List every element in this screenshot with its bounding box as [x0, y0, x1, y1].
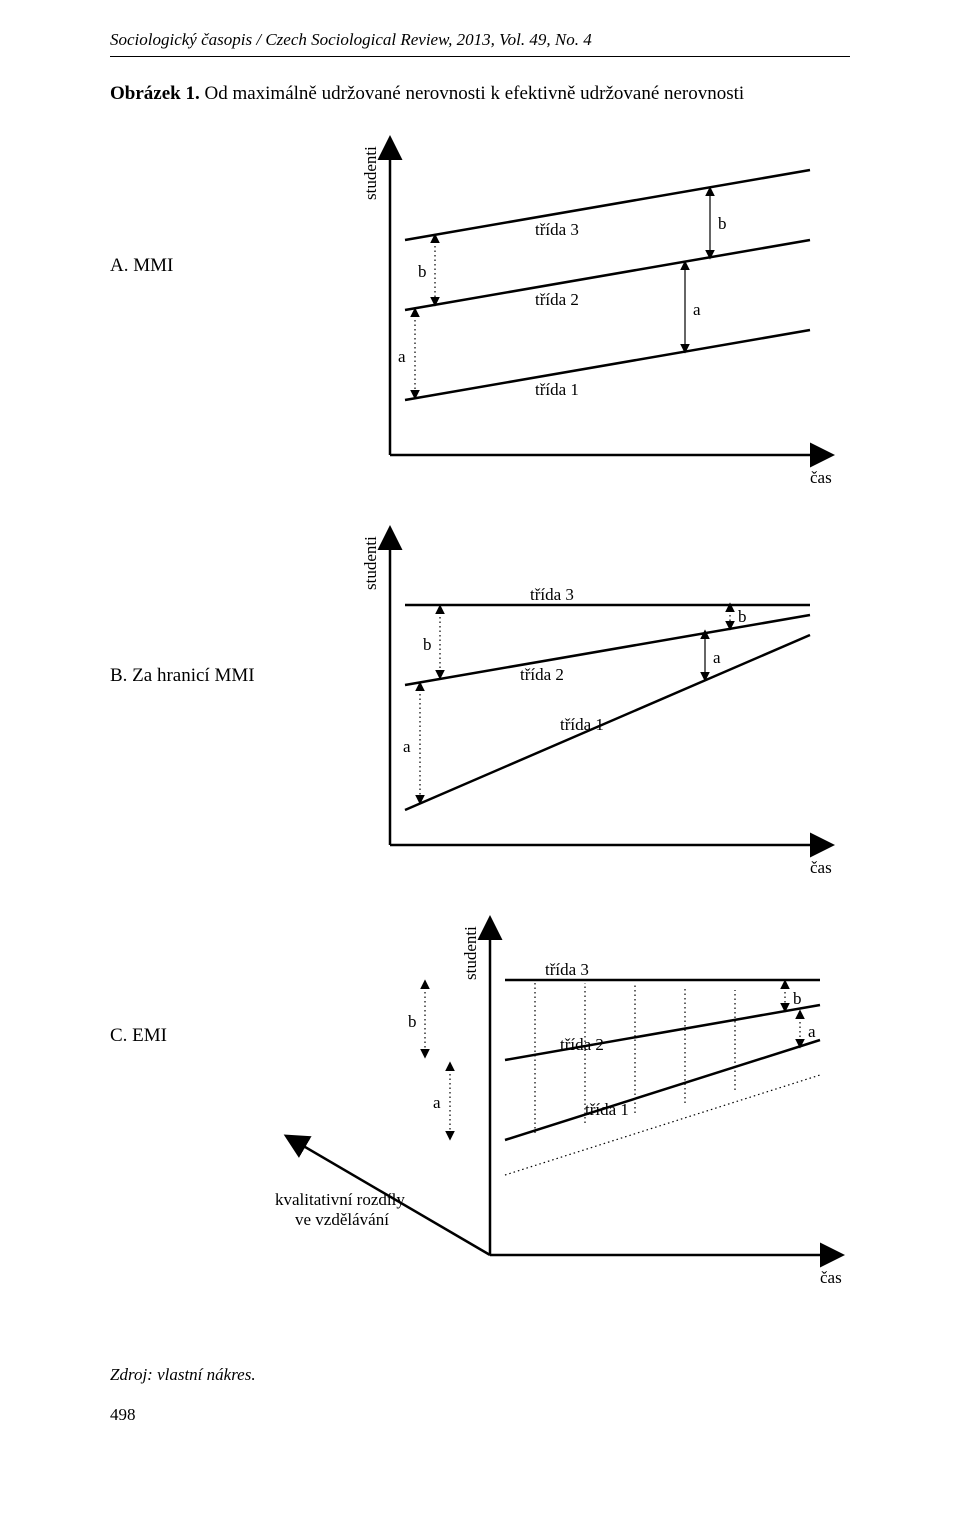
- panel-a-xlabel: čas: [810, 468, 832, 487]
- panel-b-label: B. Za hranicí MMI: [110, 665, 255, 687]
- panel-b-class1: třída 1: [560, 715, 604, 734]
- panel-b-class3: třída 3: [530, 585, 574, 604]
- panel-a-class1: třída 1: [535, 380, 579, 399]
- panel-a-chart: studenti čas třída 3 třída 2 třída 1 b a…: [340, 125, 860, 515]
- panel-c-class2: třída 2: [560, 1035, 604, 1054]
- panel-c-z-label-1: kvalitativní rozdíly: [275, 1190, 405, 1209]
- panel-b-a-left: a: [403, 737, 411, 756]
- journal-header: Sociologický časopis / Czech Sociologica…: [110, 30, 850, 50]
- figure-prefix: Obrázek 1.: [110, 83, 200, 104]
- panel-b-b-left: b: [423, 635, 432, 654]
- panel-a-a-right: a: [693, 300, 701, 319]
- figure-title: Obrázek 1. Od maximálně udržované nerovn…: [110, 83, 850, 105]
- panel-b-class2: třída 2: [520, 665, 564, 684]
- panel-c-class3: třída 3: [545, 960, 589, 979]
- header-divider: [110, 56, 850, 57]
- panel-c-label: C. EMI: [110, 1025, 167, 1047]
- panel-b-xlabel: čas: [810, 858, 832, 877]
- panel-b-ylabel: studenti: [361, 536, 380, 590]
- panel-b-b-right: b: [738, 607, 747, 626]
- panel-c-ylabel: studenti: [461, 926, 480, 980]
- panel-c-xlabel: čas: [820, 1268, 842, 1287]
- panel-a-b-right: b: [718, 214, 727, 233]
- panel-c-wrap: C. EMI studenti čas: [110, 905, 850, 1335]
- source-line: Zdroj: vlastní nákres.: [110, 1365, 850, 1385]
- panel-c-b-right: b: [793, 989, 802, 1008]
- panel-c-a-right: a: [808, 1022, 816, 1041]
- panel-b-wrap: B. Za hranicí MMI studenti čas třída 3 t…: [110, 515, 850, 905]
- panel-a-wrap: A. MMI studenti čas: [110, 125, 850, 515]
- panel-a-b-left: b: [418, 262, 427, 281]
- panel-c-z-label-2: ve vzdělávání: [295, 1210, 389, 1229]
- panel-b-chart: studenti čas třída 3 třída 2 třída 1 b a…: [340, 515, 860, 905]
- panel-c-b-left: b: [408, 1012, 417, 1031]
- panel-a-label: A. MMI: [110, 255, 173, 277]
- panel-a-ylabel: studenti: [361, 146, 380, 200]
- page-number: 498: [110, 1405, 850, 1425]
- panel-a-class3: třída 3: [535, 220, 579, 239]
- panel-c-class1: třída 1: [585, 1100, 629, 1119]
- panel-a-a-left: a: [398, 347, 406, 366]
- panel-b-a-right: a: [713, 648, 721, 667]
- panel-a-class2: třída 2: [535, 290, 579, 309]
- figure-title-text: Od maximálně udržované nerovnosti k efek…: [200, 83, 745, 104]
- panel-c-a-left: a: [433, 1093, 441, 1112]
- panel-c-chart: studenti čas třída 3 třída 2: [240, 905, 860, 1335]
